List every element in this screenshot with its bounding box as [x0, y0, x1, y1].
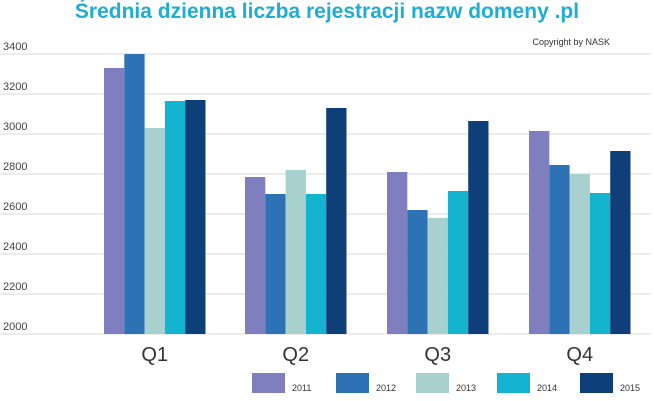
bar-2011-q4	[529, 131, 550, 334]
y-tick-label: 3200	[3, 81, 27, 93]
bar-2014-q1	[164, 101, 186, 334]
bar-2015-q1	[185, 100, 206, 334]
bar-2011-q3	[387, 172, 408, 334]
legend-swatch-2013	[416, 373, 449, 393]
x-tick-label: Q1	[141, 344, 168, 366]
x-tick-label: Q3	[424, 344, 451, 366]
copyright-note: Copyright by NASK	[532, 37, 610, 47]
y-tick-label: 2800	[3, 161, 27, 173]
bar-2012-q1	[124, 54, 145, 334]
bar-2015-q4	[610, 151, 631, 334]
bar-2015-q2	[326, 108, 347, 334]
legend-swatch-2012	[336, 373, 369, 393]
x-axis: Q1 Q2 Q3 Q4	[141, 344, 593, 366]
bar-2013-q1	[144, 128, 165, 334]
bar-2014-q2	[305, 194, 327, 334]
bar-2014-q4	[589, 193, 611, 334]
bar-2012-q3	[407, 210, 428, 334]
bar-2012-q2	[265, 194, 286, 334]
legend: 2011 2012 2013 2014 2015	[252, 373, 640, 393]
x-tick-label: Q2	[282, 344, 309, 366]
legend-label-2015: 2015	[620, 383, 640, 393]
legend-swatch-2011	[252, 373, 285, 393]
y-tick-label: 2600	[3, 201, 27, 213]
y-tick-label: 2200	[3, 281, 27, 293]
bar-2013-q2	[285, 170, 306, 334]
legend-label-2012: 2012	[376, 383, 396, 393]
bar-2013-q3	[427, 218, 448, 334]
y-tick-label: 3000	[3, 121, 27, 133]
bar-2015-q3	[468, 121, 489, 334]
bar-2014-q3	[447, 191, 469, 334]
bar-2011-q2	[245, 177, 266, 334]
y-tick-label: 3400	[3, 41, 27, 53]
chart-title: Średnia dzienna liczba rejestracji nazw …	[74, 0, 580, 23]
legend-swatch-2014	[497, 373, 530, 393]
legend-swatch-2015	[580, 373, 613, 393]
y-tick-label: 2400	[3, 241, 27, 253]
bar-2011-q1	[104, 68, 125, 334]
x-tick-label: Q4	[566, 344, 593, 366]
bars	[104, 54, 631, 334]
y-axis: 2000 2200 2400 2600 2800 3000 3200 3400	[3, 41, 27, 333]
bar-2013-q4	[569, 174, 590, 334]
bar-2012-q4	[549, 165, 570, 334]
legend-label-2013: 2013	[456, 383, 476, 393]
legend-label-2014: 2014	[537, 383, 557, 393]
legend-label-2011: 2011	[292, 383, 311, 393]
y-tick-label: 2000	[3, 321, 27, 333]
